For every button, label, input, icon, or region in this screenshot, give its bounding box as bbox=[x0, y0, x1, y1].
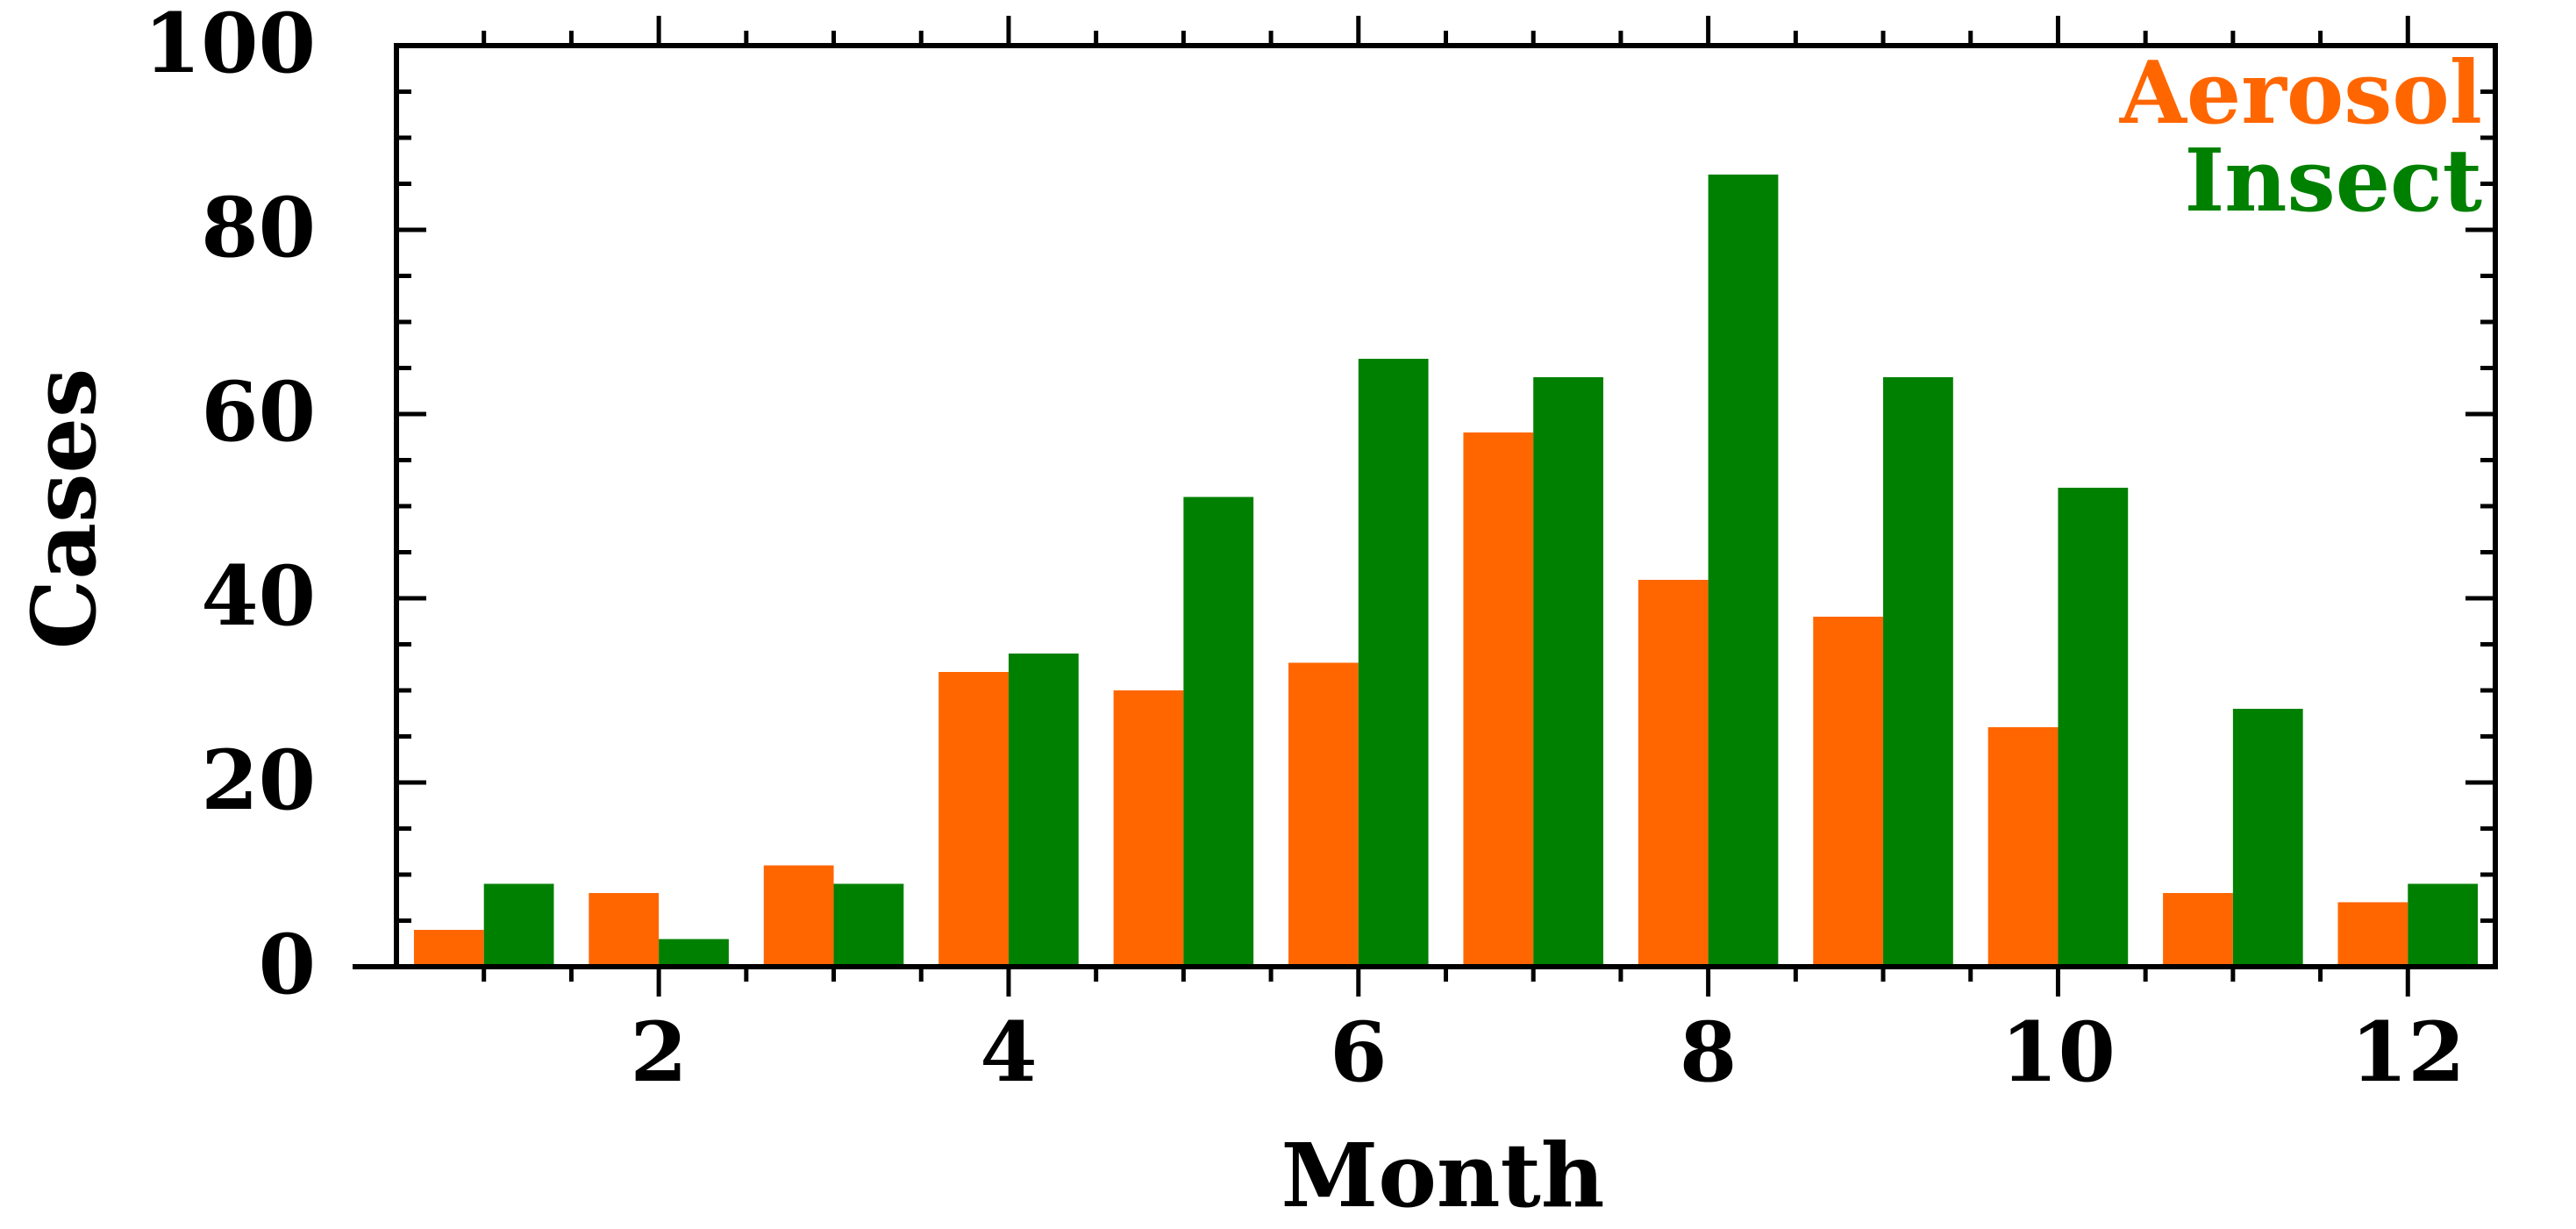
bars-group bbox=[413, 175, 2479, 967]
bar-insect-12 bbox=[2408, 883, 2479, 967]
bar-insect-10 bbox=[2058, 488, 2129, 967]
bar-insect-1 bbox=[483, 883, 554, 967]
x-axis-label: Month bbox=[1281, 1124, 1605, 1227]
bar-aerosol-10 bbox=[1987, 727, 2059, 967]
bar-aerosol-4 bbox=[938, 672, 1009, 967]
bar-insect-8 bbox=[1708, 175, 1779, 967]
bar-aerosol-5 bbox=[1113, 690, 1184, 967]
bar-insect-6 bbox=[1358, 359, 1429, 967]
bar-aerosol-7 bbox=[1463, 432, 1534, 967]
bar-insect-4 bbox=[1008, 654, 1079, 967]
bar-insect-2 bbox=[659, 939, 729, 967]
y-tick-label: 20 bbox=[201, 732, 316, 829]
bar-insect-5 bbox=[1183, 497, 1254, 967]
bar-insect-11 bbox=[2232, 709, 2303, 967]
tick-labels-group: 0 20 40 60 80 100 2 4 6 8 10 12 bbox=[144, 0, 2465, 1101]
y-axis-label: Cases bbox=[12, 368, 116, 650]
legend-insect: Insect bbox=[2184, 131, 2482, 232]
bar-aerosol-9 bbox=[1813, 617, 1884, 967]
bar-insect-9 bbox=[1883, 377, 1953, 967]
bar-aerosol-6 bbox=[1288, 662, 1359, 967]
y-tick-label: 80 bbox=[201, 180, 316, 276]
y-tick-label: 60 bbox=[201, 364, 316, 461]
x-tick-label: 2 bbox=[630, 1004, 687, 1101]
bar-aerosol-8 bbox=[1638, 580, 1709, 967]
bar-aerosol-12 bbox=[2337, 902, 2408, 967]
bar-aerosol-3 bbox=[763, 865, 834, 967]
bar-insect-7 bbox=[1533, 377, 1603, 967]
legend-aerosol: Aerosol bbox=[2119, 43, 2482, 144]
bar-insect-3 bbox=[833, 883, 904, 967]
x-tick-label: 8 bbox=[1680, 1004, 1737, 1101]
bar-aerosol-11 bbox=[2163, 893, 2233, 967]
y-tick-label: 100 bbox=[144, 0, 316, 92]
bar-aerosol-2 bbox=[589, 893, 660, 967]
x-tick-label: 6 bbox=[1330, 1004, 1387, 1101]
x-tick-label: 12 bbox=[2351, 1004, 2465, 1101]
x-tick-label: 4 bbox=[980, 1004, 1037, 1101]
y-tick-label: 0 bbox=[259, 917, 316, 1013]
bar-aerosol-1 bbox=[413, 930, 484, 967]
y-tick-label: 40 bbox=[201, 548, 316, 645]
axes-group bbox=[353, 16, 2498, 997]
x-tick-label: 10 bbox=[2001, 1004, 2116, 1101]
